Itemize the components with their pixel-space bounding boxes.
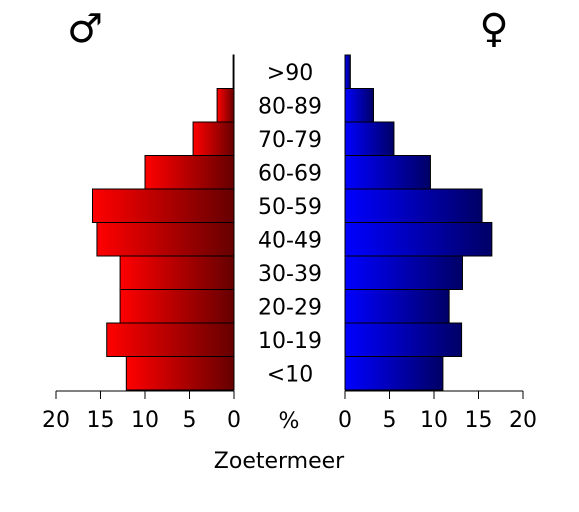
female-symbol-icon: ♀ [479, 6, 508, 52]
male-tick-label-0: 20 [42, 408, 70, 433]
female-bar-6 [344, 155, 431, 190]
male-bar-2 [119, 289, 235, 324]
age-group-labels: <10 10-19 20-29 30-39 40-49 50-59 60-69 70-79 80… [258, 61, 322, 388]
female-tick-label-0: 0 [338, 408, 352, 433]
male-symbol-icon: ♂ [67, 6, 103, 52]
male-bar-3 [119, 255, 235, 290]
male-bars [91, 54, 235, 391]
male-bar-5 [91, 188, 235, 223]
age-group-label-8: 80-89 [258, 94, 322, 119]
female-tick-label-4: 20 [509, 408, 537, 433]
male-bar-9 [232, 54, 235, 89]
female-bar-4 [344, 222, 493, 257]
male-bar-7 [192, 121, 235, 156]
age-group-label-4: 40-49 [258, 228, 322, 253]
male-tick-label-1: 15 [87, 408, 115, 433]
female-bar-2 [344, 289, 450, 324]
female-tick-label-2: 10 [420, 408, 448, 433]
age-group-label-9: >90 [267, 61, 313, 86]
age-group-label-0: <10 [267, 362, 313, 387]
female-tick-label-1: 5 [383, 408, 397, 433]
female-bars [344, 54, 493, 391]
male-tick-label-3: 5 [183, 408, 197, 433]
female-bar-9 [344, 54, 351, 89]
male-bar-1 [106, 322, 235, 357]
female-bar-8 [344, 88, 374, 123]
male-bar-8 [216, 88, 235, 123]
female-bar-3 [344, 255, 463, 290]
female-bar-7 [344, 121, 395, 156]
female-bar-5 [344, 188, 483, 223]
age-group-label-1: 10-19 [258, 329, 322, 354]
male-bar-6 [144, 155, 235, 190]
age-group-label-3: 30-39 [258, 262, 322, 287]
male-tick-label-4: 0 [227, 408, 241, 433]
age-group-label-5: 50-59 [258, 195, 322, 220]
chart-title: Zoetermeer [214, 449, 345, 474]
percent-axis-label: % [279, 409, 300, 434]
age-group-label-7: 70-79 [258, 128, 322, 153]
male-bar-0 [125, 356, 235, 391]
female-x-axis: 0 5 10 15 20 [338, 390, 537, 433]
female-bar-0 [344, 356, 444, 391]
female-bar-1 [344, 322, 463, 357]
age-group-label-2: 20-29 [258, 295, 322, 320]
male-x-axis: 20 15 10 5 0 [42, 390, 241, 433]
male-bar-4 [96, 222, 235, 257]
age-group-label-6: 60-69 [258, 161, 322, 186]
female-tick-label-3: 15 [465, 408, 493, 433]
male-tick-label-2: 10 [131, 408, 159, 433]
